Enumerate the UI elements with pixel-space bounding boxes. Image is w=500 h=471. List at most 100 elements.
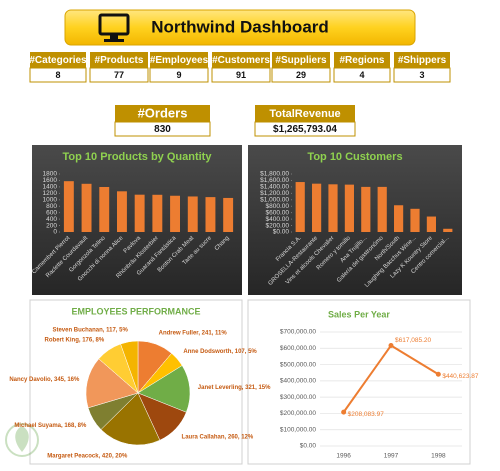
kpi-label: #Employees — [150, 55, 209, 66]
data-label: Anne Dodsworth, 107, 5% — [183, 349, 257, 355]
kpi-label: #Customers — [212, 55, 270, 66]
kpi-value-box — [149, 67, 209, 83]
bar — [152, 194, 163, 232]
chart-panel — [248, 145, 462, 295]
y-tick-label: 1400 — [43, 184, 58, 191]
data-label: Nancy Davolio, 345, 16% — [9, 377, 80, 383]
pie-slice — [100, 392, 161, 446]
kpi-value-box — [29, 67, 87, 83]
x-tick-label: 1998 — [431, 453, 446, 460]
title-banner — [64, 9, 416, 46]
y-tick-label: 200 — [46, 222, 57, 229]
y-tick-label: 1000 — [43, 196, 58, 203]
chart-panel — [247, 299, 471, 465]
chart-title: Top 10 Products by Quantity — [63, 151, 213, 163]
bar — [81, 183, 92, 232]
y-tick-label: $500,000.00 — [280, 361, 317, 368]
y-tick-label: 1600 — [43, 177, 58, 184]
kpi-label: #Suppliers — [275, 55, 327, 66]
bar — [63, 181, 74, 232]
point — [435, 371, 441, 377]
y-tick-label: 400 — [46, 216, 57, 223]
logo — [5, 423, 39, 457]
y-tick-label: 1800 — [43, 171, 58, 178]
bar — [443, 228, 453, 232]
kpi-header — [90, 52, 148, 68]
kpi-label: TotalRevenue — [269, 108, 340, 120]
kpi-header — [255, 105, 355, 122]
bar — [394, 205, 404, 232]
y-tick-label: $1,000.00 — [260, 196, 289, 203]
bar — [328, 184, 338, 232]
y-tick-label: $0.00 — [300, 443, 317, 450]
kpi-value: 91 — [236, 70, 246, 80]
kpi-label: #Shippers — [398, 55, 447, 66]
kpi-value-box — [211, 67, 271, 83]
data-label: Janet Leverling, 321, 15% — [198, 385, 271, 391]
y-tick-label: $400.00 — [266, 216, 290, 223]
x-tick-label: 1996 — [336, 453, 351, 460]
y-tick-label: $100,000.00 — [280, 426, 317, 433]
kpi-header — [30, 52, 86, 68]
y-tick-label: $0.00 — [273, 229, 290, 236]
kpi-value: 8 — [55, 70, 60, 80]
kpi-label: #Categories — [29, 55, 87, 66]
y-tick-label: $1,400.00 — [260, 184, 289, 191]
y-tick-label: $1,200.00 — [260, 190, 289, 197]
bar — [361, 186, 371, 232]
kpi-value-box — [89, 67, 149, 83]
bar — [426, 216, 436, 232]
y-tick-label: $600.00 — [266, 209, 290, 216]
y-tick-label: $800.00 — [266, 203, 290, 210]
kpi-value: $1,265,793.04 — [273, 124, 337, 135]
kpi-label: #Regions — [339, 55, 384, 66]
data-label: $208,083.97 — [348, 411, 385, 418]
chart-title: Top 10 Customers — [307, 151, 402, 163]
y-tick-label: $300,000.00 — [280, 394, 317, 401]
kpi-value-box — [333, 67, 391, 83]
chart-title: Sales Per Year — [328, 309, 390, 319]
kpi-value-box — [271, 67, 331, 83]
bar — [134, 194, 145, 232]
pie-slice — [137, 365, 191, 413]
kpi-value-box — [254, 121, 356, 137]
bar — [116, 191, 127, 232]
kpi-header — [334, 52, 390, 68]
point — [388, 343, 394, 349]
kpi-label: #Products — [95, 55, 144, 66]
y-tick-label: $1,600.00 — [260, 177, 289, 184]
kpi-value-box — [114, 121, 211, 137]
data-label: Robert King, 176, 8% — [45, 338, 105, 344]
kpi-header — [394, 52, 450, 68]
kpi-header — [272, 52, 330, 68]
kpi-value: 4 — [359, 70, 364, 80]
kpi-value: 29 — [296, 70, 306, 80]
data-label: Margaret Peacock, 420, 20% — [47, 454, 128, 460]
kpi-header — [115, 105, 210, 122]
kpi-header — [212, 52, 270, 68]
data-label: Andrew Fuller, 241, 11% — [159, 330, 228, 336]
x-tick-label: 1997 — [384, 453, 399, 460]
kpi-value: 9 — [176, 70, 181, 80]
kpi-label: #Orders — [138, 105, 188, 120]
kpi-value: 3 — [419, 70, 424, 80]
y-tick-label: $600,000.00 — [280, 345, 317, 352]
y-tick-label: 1200 — [43, 190, 58, 197]
bar — [312, 183, 322, 232]
bar — [377, 186, 387, 232]
kpi-header — [150, 52, 208, 68]
bar — [295, 182, 305, 232]
y-tick-label: $1,800.00 — [260, 171, 289, 178]
data-label: Michael Suyama, 168, 8% — [14, 423, 87, 429]
bar — [223, 197, 234, 232]
data-label: $440,623.87 — [442, 373, 479, 380]
data-label: $617,085.20 — [395, 337, 432, 344]
y-tick-label: $200.00 — [266, 222, 290, 229]
y-tick-label: $400,000.00 — [280, 378, 317, 385]
y-tick-label: 800 — [46, 203, 57, 210]
monitor-icon — [98, 13, 130, 42]
bar — [410, 208, 420, 232]
bar — [170, 195, 181, 232]
y-tick-label: 600 — [46, 209, 57, 216]
